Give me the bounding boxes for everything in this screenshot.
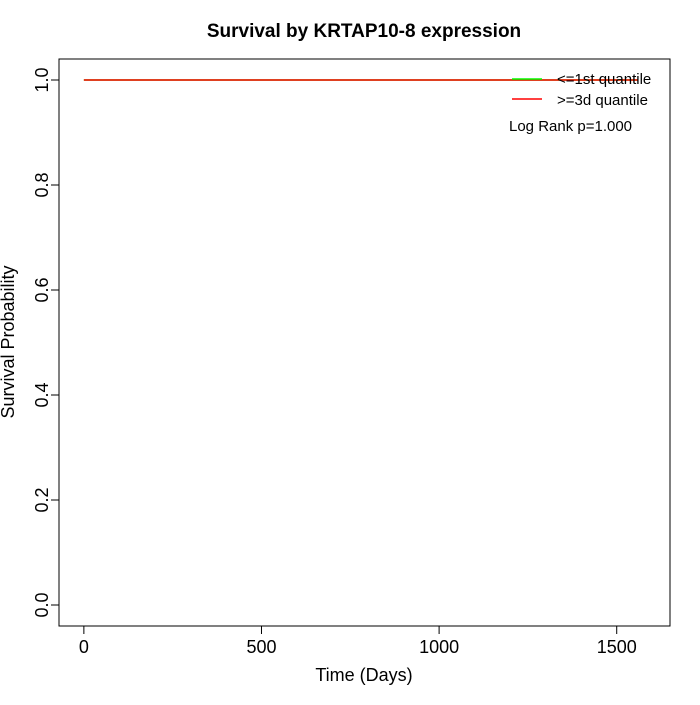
x-axis-label: Time (Days) [315,665,412,685]
y-tick-label: 0.0 [32,592,52,617]
plot-frame [58,58,671,627]
legend-label-le-1st-quantile: <=1st quantile [557,71,651,88]
log-rank-annotation: Log Rank p=1.000 [509,118,632,135]
x-tick-label: 0 [79,637,89,657]
chart-title: Survival by KRTAP10-8 expression [207,21,521,42]
y-axis-label: Survival Probability [0,265,18,418]
y-tick-label: 0.4 [32,382,52,407]
y-tick-label: 0.8 [32,172,52,197]
x-tick-label: 1500 [597,637,637,657]
y-tick-label: 0.6 [32,277,52,302]
y-axis: 0.0 0.2 0.4 0.6 0.8 1.0 [32,67,60,618]
x-tick-label: 500 [246,637,276,657]
x-tick-label: 1000 [419,637,459,657]
legend: <=1st quantile >=3d quantile [512,71,651,109]
y-tick-label: 1.0 [32,67,52,92]
y-tick-label: 0.2 [32,487,52,512]
legend-label-ge-3d-quantile: >=3d quantile [557,92,648,109]
x-axis: 0 500 1000 1500 [79,625,637,657]
